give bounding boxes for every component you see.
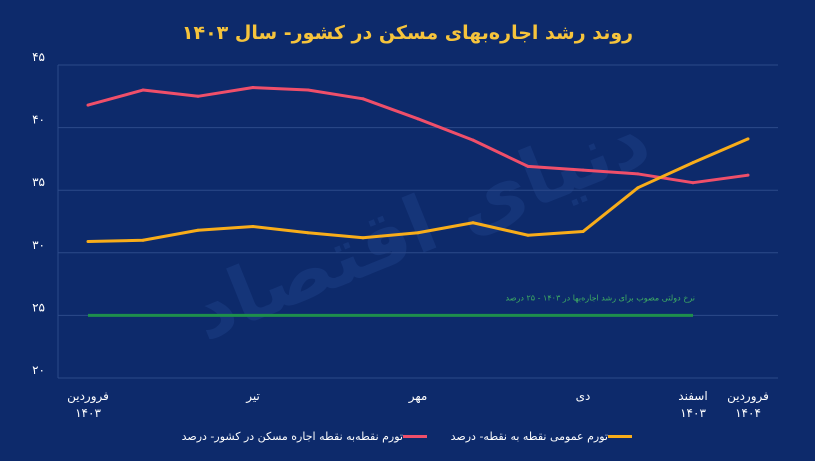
chart-title: روند رشد اجاره‌بهای مسکن در کشور- سال ۱۴… xyxy=(181,22,634,44)
y-tick-label-35: ۳۵ xyxy=(32,175,45,189)
y-tick-label-45: ۴۵ xyxy=(32,50,45,64)
data-point-s0-4 xyxy=(306,88,310,92)
data-point-s0-1 xyxy=(141,88,145,92)
data-point-s1-10 xyxy=(636,186,640,190)
data-point-s1-1 xyxy=(141,238,145,242)
data-point-s0-6 xyxy=(416,117,420,121)
data-point-s0-0 xyxy=(86,103,90,107)
legend-label-rent: تورم نقطه‌به نقطه اجاره مسکن در کشور- در… xyxy=(181,430,403,443)
x-tick-label-12: فروردین xyxy=(727,389,769,404)
data-point-s1-8 xyxy=(526,233,530,237)
legend-swatch-rent xyxy=(403,435,427,438)
data-point-s1-0 xyxy=(86,240,90,244)
legend-item-rent-inflation: تورم نقطه‌به نقطه اجاره مسکن در کشور- در… xyxy=(182,430,433,443)
data-point-s1-9 xyxy=(581,230,585,234)
data-point-s1-5 xyxy=(361,236,365,240)
x-tick-label-3: تیر xyxy=(245,389,260,404)
data-point-s1-7 xyxy=(471,221,475,225)
legend-swatch-general xyxy=(608,435,632,438)
data-point-s0-8 xyxy=(526,164,530,168)
data-point-s1-4 xyxy=(306,231,310,235)
x-tick-label-9: دی xyxy=(576,389,591,403)
x-tick-year-label-12: ۱۴۰۴ xyxy=(735,406,761,420)
data-point-s1-2 xyxy=(196,228,200,232)
y-tick-label-30: ۳۰ xyxy=(32,238,45,252)
data-point-s0-9 xyxy=(581,168,585,172)
reference-line-label: نرخ دولتی مصوب برای رشد اجاره‌بها در ۱۴۰… xyxy=(506,293,696,302)
x-tick-label-11: اسفند xyxy=(678,389,707,403)
y-tick-label-25: ۲۵ xyxy=(32,300,45,314)
data-point-s0-10 xyxy=(636,172,640,176)
chart-legend: تورم نقطه‌به نقطه اجاره مسکن در کشور- در… xyxy=(0,430,815,452)
data-point-s0-5 xyxy=(361,97,365,101)
y-tick-label-20: ۲۰ xyxy=(32,363,45,377)
x-tick-year-label-0: ۱۴۰۳ xyxy=(75,406,101,420)
data-point-s1-12 xyxy=(746,137,750,141)
data-point-s1-3 xyxy=(251,225,255,229)
data-point-s0-3 xyxy=(251,86,255,90)
data-point-s0-12 xyxy=(746,173,750,177)
y-tick-label-40: ۴۰ xyxy=(32,113,45,127)
data-point-s1-6 xyxy=(416,231,420,235)
data-point-s0-11 xyxy=(691,181,695,185)
x-tick-label-6: مهر xyxy=(408,389,428,404)
legend-item-general-inflation: تورم عمومی نقطه به نقطه- درصد xyxy=(451,430,638,443)
legend-label-general: تورم عمومی نقطه به نقطه- درصد xyxy=(450,430,608,443)
data-point-s0-2 xyxy=(196,94,200,98)
data-point-s1-11 xyxy=(691,161,695,165)
x-tick-label-0: فروردین xyxy=(67,389,109,404)
x-tick-year-label-11: ۱۴۰۳ xyxy=(680,406,706,420)
data-point-s0-7 xyxy=(471,138,475,142)
